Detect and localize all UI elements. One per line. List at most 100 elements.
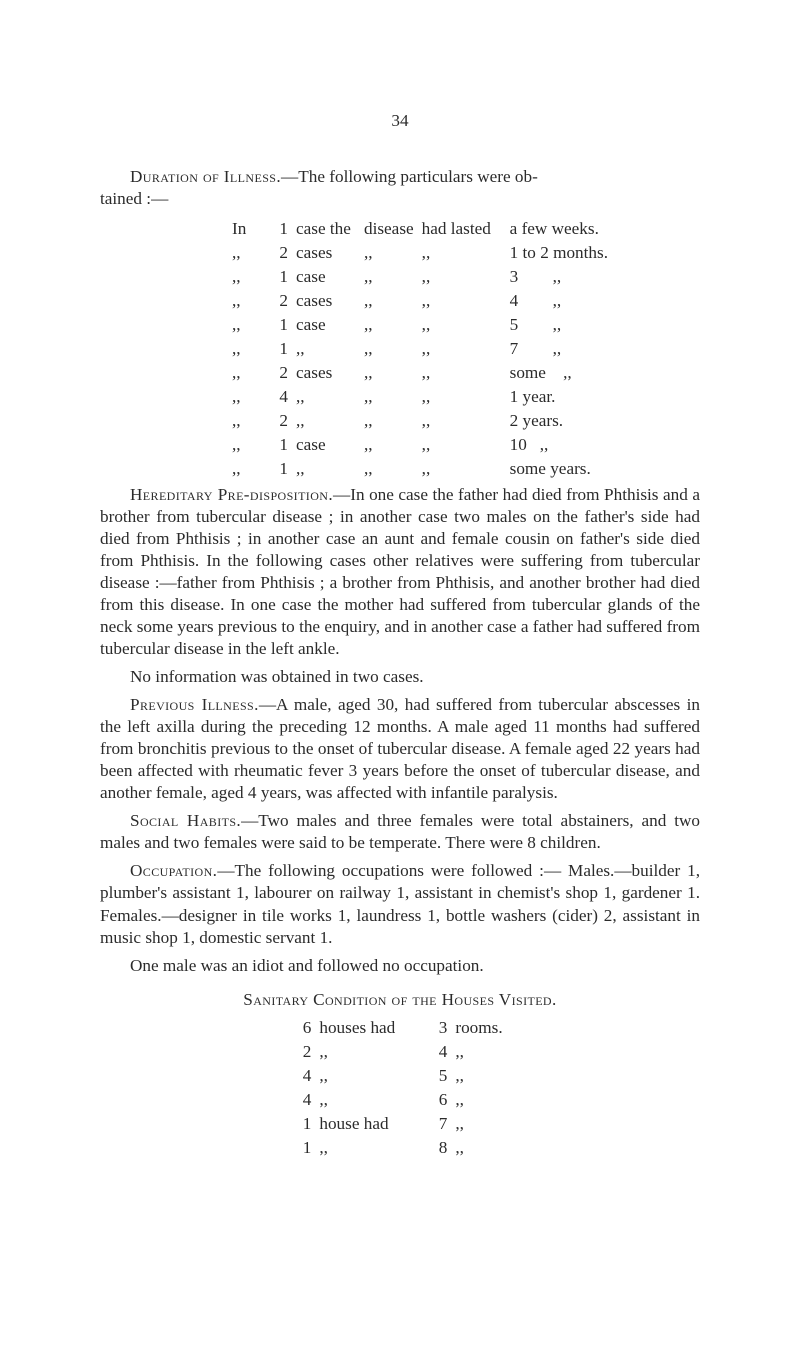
table-cell: ,, — [232, 290, 264, 312]
table-cell: ,, — [232, 386, 264, 408]
table-cell: 6 — [427, 1089, 453, 1111]
table-cell: ,, — [455, 1065, 508, 1087]
table-row: 4,,6,, — [291, 1089, 508, 1111]
table-cell: 2 years. — [510, 410, 614, 432]
table-cell: had lasted — [422, 218, 508, 240]
duration-lead-text-a: —The following particulars were ob- — [281, 167, 538, 186]
table-cell: 7 ,, — [510, 338, 614, 360]
table-cell: 4 ,, — [510, 290, 614, 312]
duration-lead-2: tained :— — [100, 188, 700, 210]
table-cell: 1 — [266, 434, 294, 456]
table-cell: ,, — [422, 338, 508, 360]
table-cell: ,, — [422, 242, 508, 264]
table-cell: 10 ,, — [510, 434, 614, 456]
table-cell: ,, — [422, 362, 508, 384]
table-cell: 7 — [427, 1113, 453, 1135]
table-cell: ,, — [232, 458, 264, 480]
table-cell: ,, — [364, 314, 420, 336]
table-cell: 2 — [266, 290, 294, 312]
sanitary-table: 6houses had3rooms.2,,4,,4,,5,,4,,6,,1hou… — [289, 1015, 510, 1161]
hereditary-text: —In one case the father had died from Ph… — [100, 485, 700, 658]
table-cell: ,, — [455, 1089, 508, 1111]
table-cell: 5 ,, — [510, 314, 614, 336]
table-cell: ,, — [232, 338, 264, 360]
previous-para: Previous Illness.—A male, aged 30, had s… — [100, 694, 700, 804]
table-cell: 2 — [266, 242, 294, 264]
table-row: ,,2cases,,,,1 to 2 months. — [232, 242, 614, 264]
table-cell: ,, — [319, 1137, 425, 1159]
table-cell: ,, — [232, 266, 264, 288]
table-cell: disease — [364, 218, 420, 240]
table-row: ,,2,,,,,,2 years. — [232, 410, 614, 432]
table-row: ,,1case,,,,5 ,, — [232, 314, 614, 336]
table-cell: ,, — [364, 458, 420, 480]
table-cell: a few weeks. — [510, 218, 614, 240]
table-cell: 1 — [266, 338, 294, 360]
table-cell: cases — [296, 290, 362, 312]
table-cell: ,, — [422, 386, 508, 408]
table-cell: case — [296, 314, 362, 336]
table-cell: ,, — [455, 1137, 508, 1159]
table-cell: ,, — [364, 338, 420, 360]
table-cell: 2 — [266, 410, 294, 432]
table-row: In1case thediseasehad lasteda few weeks. — [232, 218, 614, 240]
occupation-heading: Occupation. — [130, 861, 217, 880]
table-cell: 3 — [427, 1017, 453, 1039]
table-cell: ,, — [422, 410, 508, 432]
previous-heading: Previous Illness. — [130, 695, 259, 714]
table-cell: ,, — [296, 410, 362, 432]
table-cell: ,, — [296, 458, 362, 480]
table-cell: ,, — [422, 290, 508, 312]
table-cell: case — [296, 434, 362, 456]
table-cell: 5 — [427, 1065, 453, 1087]
table-cell: some years. — [510, 458, 614, 480]
table-cell: case — [296, 266, 362, 288]
table-cell: ,, — [364, 242, 420, 264]
table-cell: rooms. — [455, 1017, 508, 1039]
sanitary-heading: Sanitary Condition of the Houses Visited… — [243, 990, 556, 1009]
social-heading: Social Habits. — [130, 811, 241, 830]
one-male-para: One male was an idiot and followed no oc… — [100, 955, 700, 977]
table-cell: ,, — [364, 386, 420, 408]
social-para: Social Habits.—Two males and three femal… — [100, 810, 700, 854]
table-cell: house had — [319, 1113, 425, 1135]
table-cell: ,, — [232, 242, 264, 264]
table-cell: ,, — [319, 1089, 425, 1111]
table-cell: houses had — [319, 1017, 425, 1039]
duration-heading: Duration of Illness. — [130, 167, 281, 186]
table-cell: 2 — [266, 362, 294, 384]
table-cell: ,, — [422, 266, 508, 288]
table-cell: cases — [296, 242, 362, 264]
duration-lead: Duration of Illness.—The following parti… — [100, 166, 700, 188]
table-cell: 1 — [291, 1113, 317, 1135]
table-cell: ,, — [364, 434, 420, 456]
page-number: 34 — [100, 110, 700, 132]
table-cell: 6 — [291, 1017, 317, 1039]
table-cell: ,, — [296, 338, 362, 360]
table-cell: cases — [296, 362, 362, 384]
table-cell: ,, — [232, 362, 264, 384]
table-row: ,,1,,,,,,7 ,, — [232, 338, 614, 360]
table-cell: ,, — [319, 1065, 425, 1087]
table-cell: ,, — [364, 362, 420, 384]
document-page: 34 Duration of Illness.—The following pa… — [0, 0, 800, 1348]
table-cell: 1 — [291, 1137, 317, 1159]
table-row: 4,,5,, — [291, 1065, 508, 1087]
table-row: ,,1case,,,,3 ,, — [232, 266, 614, 288]
table-row: ,,1case,,,,10 ,, — [232, 434, 614, 456]
table-row: 1,,8,, — [291, 1137, 508, 1159]
table-row: ,,4,,,,,,1 year. — [232, 386, 614, 408]
table-cell: ,, — [455, 1113, 508, 1135]
sanitary-title: Sanitary Condition of the Houses Visited… — [100, 989, 700, 1011]
table-cell: In — [232, 218, 264, 240]
table-cell: 2 — [291, 1041, 317, 1063]
table-cell: case the — [296, 218, 362, 240]
table-cell: 1 — [266, 458, 294, 480]
table-cell: ,, — [422, 314, 508, 336]
table-cell: 4 — [427, 1041, 453, 1063]
table-cell: 1 — [266, 218, 294, 240]
table-cell: some ,, — [510, 362, 614, 384]
occupation-para: Occupation.—The following occupations we… — [100, 860, 700, 948]
table-cell: ,, — [422, 458, 508, 480]
table-row: 1house had7,, — [291, 1113, 508, 1135]
